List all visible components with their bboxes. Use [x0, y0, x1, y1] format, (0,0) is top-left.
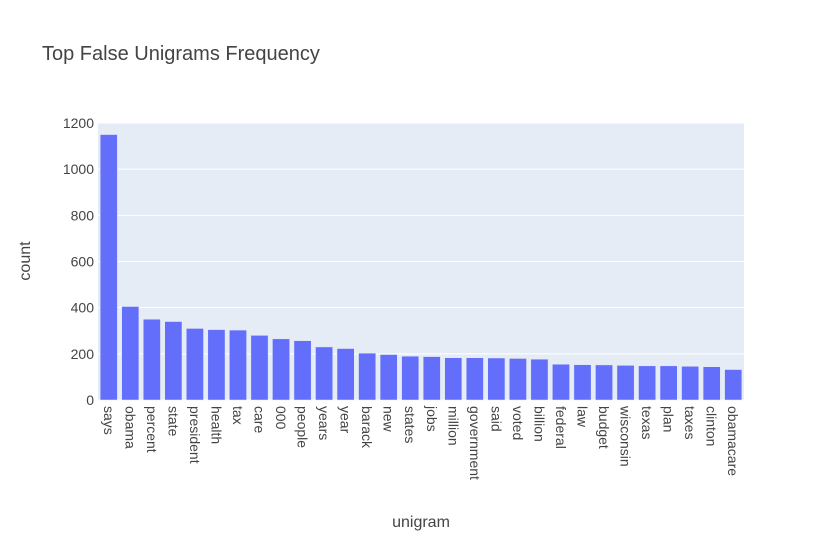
bar-state[interactable]: [164, 321, 183, 401]
y-tick-label: 1200: [63, 115, 94, 131]
x-tick-label: million: [445, 406, 461, 446]
x-tick-label: clinton: [704, 406, 720, 446]
bars: [99, 134, 743, 401]
bar-obamacare[interactable]: [724, 369, 743, 401]
x-tick-label: billion: [531, 406, 547, 442]
grid-lines: [98, 122, 744, 401]
x-tick-label: state: [165, 406, 181, 437]
x-tick-label: tax: [230, 406, 246, 425]
bar-federal[interactable]: [552, 363, 570, 401]
bar-jobs[interactable]: [422, 356, 441, 401]
y-tick-label: 600: [71, 254, 95, 270]
x-tick-label: year: [338, 406, 354, 434]
bar-percent[interactable]: [142, 318, 161, 401]
y-tick-label: 800: [71, 207, 95, 223]
x-tick-label: percent: [144, 406, 160, 453]
bar-clinton[interactable]: [702, 366, 721, 401]
bar-wisconsin[interactable]: [616, 365, 635, 401]
x-tick-label: years: [316, 406, 332, 440]
x-tick-label: new: [381, 406, 397, 433]
bar-voted[interactable]: [509, 358, 527, 401]
bar-president[interactable]: [186, 328, 204, 401]
bar-government[interactable]: [465, 357, 484, 401]
bar-taxes[interactable]: [681, 366, 700, 401]
x-tick-label: government: [467, 406, 483, 480]
x-tick-label: president: [187, 406, 203, 464]
x-tick-label: budget: [596, 406, 612, 449]
bar-plan[interactable]: [659, 365, 678, 401]
bar-obama[interactable]: [121, 306, 140, 401]
x-tick-label: barack: [359, 406, 375, 449]
x-tick-label: people: [295, 406, 311, 448]
bar-barack[interactable]: [358, 352, 377, 401]
bar-law[interactable]: [573, 364, 592, 401]
bar-budget[interactable]: [595, 364, 613, 401]
x-tick-label: texas: [639, 406, 655, 439]
x-tick-label: voted: [510, 406, 526, 440]
x-tick-label: plan: [661, 406, 677, 432]
x-axis-ticks: says obama percent state president health tax c…: [101, 405, 741, 480]
y-tick-label: 200: [71, 346, 95, 362]
x-tick-label: said: [488, 406, 504, 432]
x-tick-label: says: [101, 406, 117, 435]
y-tick-label: 0: [86, 392, 94, 408]
bar-000[interactable]: [272, 338, 290, 401]
bar-said[interactable]: [487, 357, 506, 401]
x-tick-label: law: [575, 406, 591, 428]
y-axis-title: count: [17, 241, 34, 281]
bar-people[interactable]: [293, 340, 312, 401]
bar-tax[interactable]: [229, 329, 247, 401]
x-tick-label: health: [208, 406, 224, 444]
bar-care[interactable]: [250, 335, 269, 401]
bar-says[interactable]: [99, 134, 118, 401]
y-tick-label: 1000: [63, 161, 94, 177]
x-tick-label: federal: [553, 406, 569, 449]
x-tick-label: taxes: [682, 406, 698, 439]
x-tick-label: 000: [273, 406, 289, 430]
bar-health[interactable]: [207, 329, 226, 401]
bar-billion[interactable]: [530, 358, 549, 401]
x-axis-title: unigram: [392, 514, 450, 531]
y-tick-label: 400: [71, 300, 95, 316]
x-tick-label: states: [402, 406, 418, 443]
bar-years[interactable]: [315, 346, 333, 401]
x-tick-label: obamacare: [725, 406, 741, 476]
x-tick-label: care: [252, 406, 268, 433]
x-tick-label: wisconsin: [618, 405, 634, 467]
bar-states[interactable]: [401, 355, 420, 401]
x-tick-label: obama: [122, 406, 138, 449]
bar-new[interactable]: [379, 354, 398, 401]
bar-million[interactable]: [444, 357, 463, 401]
bar-year[interactable]: [336, 348, 355, 401]
y-axis-ticks: 0 200 400 600 800 1000 1200: [63, 115, 94, 408]
chart-title: Top False Unigrams Frequency: [42, 43, 320, 65]
x-tick-label: jobs: [424, 405, 440, 432]
bar-texas[interactable]: [638, 365, 656, 401]
